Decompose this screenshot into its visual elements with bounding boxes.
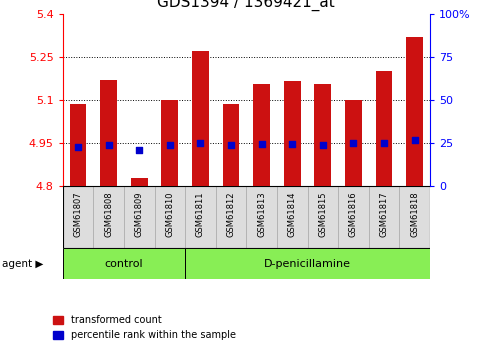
Text: control: control — [105, 259, 143, 269]
Point — [288, 141, 296, 147]
Bar — [253, 84, 270, 186]
Title: GDS1394 / 1369421_at: GDS1394 / 1369421_at — [157, 0, 335, 11]
Point — [166, 142, 174, 148]
Bar — [70, 104, 86, 186]
Text: GSM61818: GSM61818 — [410, 191, 419, 237]
Bar — [406, 37, 423, 186]
FancyBboxPatch shape — [277, 186, 308, 248]
Text: GSM61810: GSM61810 — [165, 191, 174, 237]
FancyBboxPatch shape — [216, 186, 246, 248]
FancyBboxPatch shape — [246, 186, 277, 248]
Point — [411, 138, 418, 143]
Text: GSM61808: GSM61808 — [104, 191, 113, 237]
Text: D-penicillamine: D-penicillamine — [264, 259, 351, 269]
Point — [319, 142, 327, 148]
FancyBboxPatch shape — [124, 186, 155, 248]
Text: GSM61813: GSM61813 — [257, 191, 266, 237]
FancyBboxPatch shape — [155, 186, 185, 248]
Point — [105, 142, 113, 147]
FancyBboxPatch shape — [63, 186, 93, 248]
Text: GSM61816: GSM61816 — [349, 191, 358, 237]
FancyBboxPatch shape — [63, 248, 185, 279]
Bar — [314, 84, 331, 186]
Point — [227, 142, 235, 148]
Bar — [223, 104, 240, 186]
Point — [135, 147, 143, 152]
FancyBboxPatch shape — [338, 186, 369, 248]
Text: GSM61817: GSM61817 — [380, 191, 388, 237]
FancyBboxPatch shape — [185, 248, 430, 279]
Text: GSM61815: GSM61815 — [318, 191, 327, 237]
Text: agent ▶: agent ▶ — [2, 259, 44, 269]
FancyBboxPatch shape — [185, 186, 216, 248]
Bar — [131, 178, 148, 186]
FancyBboxPatch shape — [308, 186, 338, 248]
Point — [258, 141, 266, 147]
FancyBboxPatch shape — [369, 186, 399, 248]
Text: GSM61814: GSM61814 — [288, 191, 297, 237]
Point — [380, 140, 388, 145]
Text: GSM61807: GSM61807 — [73, 191, 83, 237]
Point — [74, 145, 82, 150]
Bar — [192, 51, 209, 186]
Text: GSM61812: GSM61812 — [227, 191, 236, 237]
Bar — [284, 81, 300, 186]
Legend: transformed count, percentile rank within the sample: transformed count, percentile rank withi… — [53, 315, 236, 340]
FancyBboxPatch shape — [93, 186, 124, 248]
Text: GSM61809: GSM61809 — [135, 191, 144, 237]
Bar — [376, 71, 392, 186]
Point — [350, 140, 357, 146]
Text: GSM61811: GSM61811 — [196, 191, 205, 237]
Bar — [161, 100, 178, 186]
Bar — [100, 80, 117, 186]
Point — [197, 140, 204, 145]
FancyBboxPatch shape — [399, 186, 430, 248]
Bar — [345, 100, 362, 186]
